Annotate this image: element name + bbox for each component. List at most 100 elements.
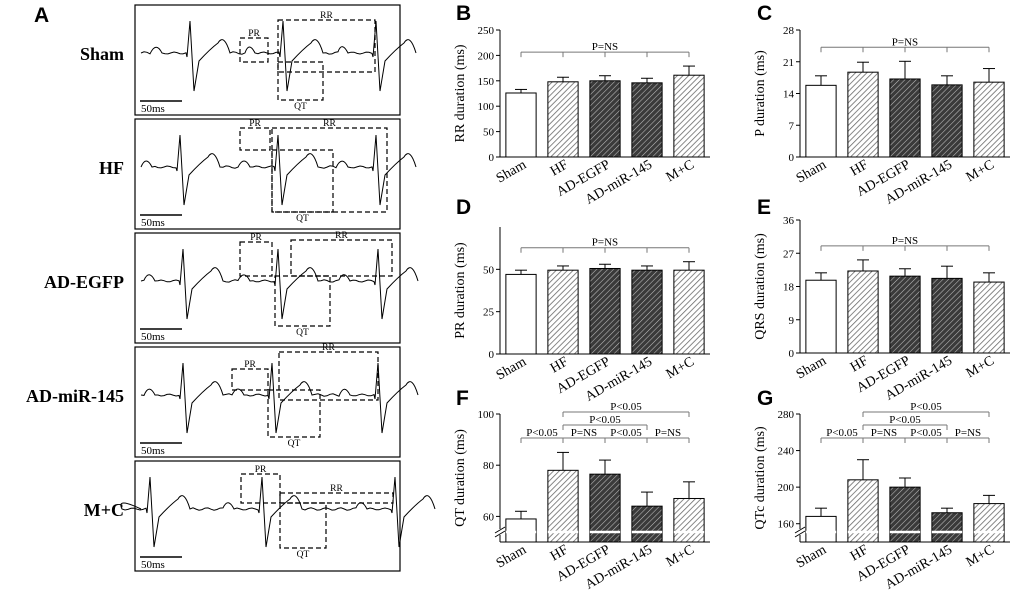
panel-letter-a: A xyxy=(34,4,49,27)
significance-label: P=NS xyxy=(892,36,918,48)
significance-label: P=NS xyxy=(892,235,918,247)
y-tick-label: 0 xyxy=(789,152,795,164)
bar xyxy=(847,270,879,354)
y-tick-label: 9 xyxy=(789,315,795,327)
ecg-rr-box xyxy=(278,351,379,401)
y-tick-label: 200 xyxy=(778,482,795,494)
significance-label: P=NS xyxy=(592,237,618,249)
ecg-pr-box xyxy=(239,241,273,277)
bar xyxy=(547,269,579,355)
ecg-rows: Sham PR RR QT 50ms HF PR RR QT 50ms AD-EGFP PR RR QT 5… xyxy=(26,4,436,572)
ecg-pr-box xyxy=(239,37,269,63)
significance-label: P<0.05 xyxy=(910,401,942,413)
significance-label: P<0.05 xyxy=(610,401,642,413)
significance-label: P=NS xyxy=(955,427,981,439)
ecg-frame xyxy=(134,460,401,572)
significance-label: P<0.05 xyxy=(526,427,558,439)
y-axis-label: QTc duration (ms) xyxy=(753,426,768,530)
y-axis-label: QT duration (ms) xyxy=(453,429,468,527)
ecg-pr-label: PR xyxy=(244,360,256,370)
bar xyxy=(673,269,705,355)
ecg-row-label: Sham xyxy=(80,44,124,64)
y-tick-label: 21 xyxy=(783,57,794,69)
bar xyxy=(673,74,705,158)
significance-bracket: P=NS xyxy=(562,427,606,443)
bar xyxy=(505,518,537,543)
significance-label: P=NS xyxy=(571,427,597,439)
ecg-qt-box xyxy=(271,149,334,213)
y-tick-label: 250 xyxy=(478,25,495,37)
y-tick-label: 0 xyxy=(489,152,495,164)
y-tick-label: 36 xyxy=(783,215,795,227)
category-label: HF xyxy=(848,542,871,564)
category-label: HF xyxy=(548,354,571,376)
y-tick-label: 50 xyxy=(483,264,495,276)
ecg-pr-label: PR xyxy=(249,119,261,129)
ecg-row: AD-miR-145 PR RR QT 50ms xyxy=(26,343,419,458)
ecg-trace xyxy=(140,134,417,206)
bar xyxy=(889,78,921,158)
panel-letter: F xyxy=(456,387,469,410)
ecg-rr-label: RR xyxy=(322,343,335,353)
ecg-qt-box xyxy=(279,502,327,549)
category-label: Sham xyxy=(794,157,829,186)
ecg-qt-label: QT xyxy=(296,214,309,224)
significance-bracket: P<0.05 xyxy=(862,414,948,430)
y-tick-label: 0 xyxy=(489,349,495,361)
significance-bracket: P=NS xyxy=(820,235,990,251)
significance-label: P=NS xyxy=(655,427,681,439)
significance-bracket: P=NS xyxy=(946,427,990,443)
y-tick-label: 240 xyxy=(778,446,795,458)
bar xyxy=(631,82,663,158)
significance-bracket: P=NS xyxy=(646,427,690,443)
ecg-pr-label: PR xyxy=(250,233,262,243)
category-label: Sham xyxy=(494,354,529,383)
ecg-rr-box xyxy=(290,239,393,277)
ecg-qt-box xyxy=(267,389,321,438)
ecg-qt-label: QT xyxy=(296,328,309,338)
bar xyxy=(889,275,921,354)
axis-break-mark xyxy=(494,530,506,538)
bar xyxy=(589,267,621,355)
ecg-row-label: M+C xyxy=(84,500,124,520)
ecg-trace xyxy=(140,248,419,320)
ecg-frame xyxy=(134,118,401,230)
bar xyxy=(973,81,1005,158)
ecg-panel: A Sham PR RR QT 50ms HF PR RR QT 50ms AD-EGFP PR RR Q… xyxy=(26,4,436,572)
category-label: M+C xyxy=(964,157,997,185)
bar xyxy=(589,80,621,158)
y-axis-label: QRS duration (ms) xyxy=(753,233,768,340)
ecg-rr-label: RR xyxy=(323,119,336,129)
ecg-row-label: AD-EGFP xyxy=(44,272,124,292)
significance-bracket: P<0.05 xyxy=(604,427,648,443)
y-tick-label: 25 xyxy=(483,307,495,319)
ecg-qt-label: QT xyxy=(294,102,307,112)
bar xyxy=(805,84,837,158)
significance-label: P<0.05 xyxy=(610,427,642,439)
ecg-trace xyxy=(140,362,419,434)
category-label: HF xyxy=(848,353,871,375)
ecg-row-label: HF xyxy=(99,158,124,178)
ecg-row: M+C PR RR QT 50ms xyxy=(84,460,436,572)
scale-bar-label: 50ms xyxy=(141,217,165,229)
ecg-row: Sham PR RR QT 50ms xyxy=(80,4,417,116)
y-tick-label: 160 xyxy=(778,519,795,531)
y-tick-label: 50 xyxy=(483,127,495,139)
significance-bracket: P<0.05 xyxy=(562,401,690,417)
significance-bracket: P=NS xyxy=(520,237,690,253)
ecg-pr-box xyxy=(240,473,281,504)
y-tick-label: 150 xyxy=(478,76,495,88)
y-tick-label: 60 xyxy=(483,511,495,523)
ecg-row: HF PR RR QT 50ms xyxy=(99,118,417,230)
panel-letter: E xyxy=(757,196,771,219)
ecg-pr-box xyxy=(239,127,271,151)
ecg-pr-box xyxy=(231,368,269,391)
significance-bracket: P<0.05 xyxy=(904,427,948,443)
y-tick-label: 200 xyxy=(478,50,495,62)
category-label: M+C xyxy=(964,542,997,570)
ecg-rr-label: RR xyxy=(330,484,343,494)
